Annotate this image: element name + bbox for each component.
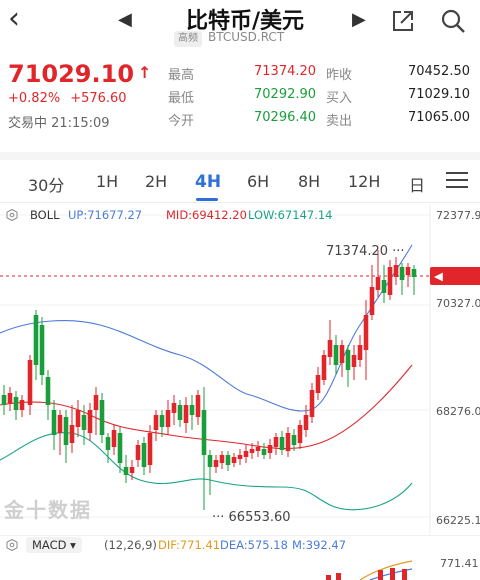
macd-selector[interactable]: MACD ▾ [26,537,82,553]
stat-value: 70296.40 [254,110,317,125]
top-bar: ‹ ◀ 比特币/美元 ▶ 高频 BTCUSD.RCT [0,0,480,56]
stat-label: 今开 [168,114,195,129]
search-icon[interactable] [440,8,466,34]
tab-2h[interactable]: 2H [145,172,168,191]
stats-row: 最低 70292.90 买入 71029.10 [168,87,474,110]
frequency-badge: 高频 [174,31,202,47]
high-annotation: 71374.20 ··· [326,244,405,259]
symbol-subtitle: 高频 BTCUSD.RCT [174,30,284,47]
y-axis-label: 66225.16 [436,514,480,527]
stat-label: 最高 [168,68,195,83]
stats-row: 最高 71374.20 昨收 70452.50 [168,64,474,87]
tab-8h[interactable]: 8H [298,172,321,191]
macd-axis-label: 771.41 [440,557,479,570]
tab-4h[interactable]: 4H [195,172,222,192]
stat-label: 最低 [168,91,195,106]
stat-value: 70452.50 [407,64,470,79]
stats-row: 今开 70296.40 卖出 71065.00 [168,110,474,133]
stat-value: 71374.20 [254,64,317,79]
indicator-name: BOLL [30,208,60,222]
y-axis-label: 70327.02 [436,297,480,310]
low-annotation: ··· 66553.60 [212,510,291,525]
previous-symbol-icon[interactable]: ◀ [118,9,132,30]
trading-status: 交易中 21:15:09 [8,116,110,131]
tab-12h[interactable]: 12H [348,172,381,191]
price-change: +0.82% +576.60 [8,91,137,106]
stat-value: 70292.90 [254,87,317,102]
boll-mid-value: MID:69412.20 [166,208,247,222]
page-title: 比特币/美元 [185,9,305,34]
macd-params: (12,26,9) [104,538,157,552]
back-icon[interactable]: ‹ [8,1,20,36]
boll-up-value: UP:71677.27 [68,208,143,222]
macd-dif-value: DIF:771.41 [158,538,221,552]
tab-day[interactable]: 日 [409,176,426,195]
symbol-code: BTCUSD.RCT [208,30,285,44]
macd-m-value: M:392.47 [292,538,347,552]
watermark: 金十数据 [4,498,92,522]
settings-hex-icon[interactable] [6,539,18,551]
current-price-tag: ◀ 71029.10 [430,267,480,301]
change-percent: +0.82% [8,91,61,106]
macd-dea-value: DEA:575.18 [220,538,288,552]
stat-label: 昨收 [326,68,353,83]
stat-value: 71065.00 [407,110,470,125]
boll-low-value: LOW:67147.14 [248,208,333,222]
quote-panel: 71029.10 ↑ +0.82% +576.60 交易中 21:15:09 最高 … [0,58,480,138]
tab-1h[interactable]: 1H [96,172,119,191]
y-axis-label: 68276.07 [436,405,480,418]
stat-label: 买入 [326,91,353,106]
share-icon[interactable] [392,10,414,32]
stats-table: 最高 71374.20 昨收 70452.50 最低 70292.90 买入 7… [168,64,474,133]
settings-hex-icon[interactable] [6,209,18,221]
stat-value: 71029.10 [407,87,470,102]
active-tab-indicator [196,198,218,201]
stat-label: 卖出 [326,114,353,129]
change-amount: +576.60 [70,91,127,106]
menu-icon[interactable] [446,172,468,193]
candlestick-chart[interactable] [0,205,480,535]
y-axis-label: 72377.94 [436,209,480,222]
timeframe-tabs: 30分 1H 2H 4H 6H 8H 12H 日 [0,162,480,203]
macd-legend: MACD ▾ (12,26,9) DIF:771.41 DEA:575.18 M… [0,535,480,556]
tab-30m[interactable]: 30分 [28,176,65,195]
boll-legend: BOLL UP:71677.27 MID:69412.20 LOW:67147.… [0,206,420,226]
last-price: 71029.10 ↑ [8,60,152,88]
tab-6h[interactable]: 6H [247,172,270,191]
macd-chart [326,560,413,580]
next-symbol-icon[interactable]: ▶ [352,9,366,30]
up-arrow-icon: ↑ [138,63,152,82]
section-divider [0,152,480,160]
